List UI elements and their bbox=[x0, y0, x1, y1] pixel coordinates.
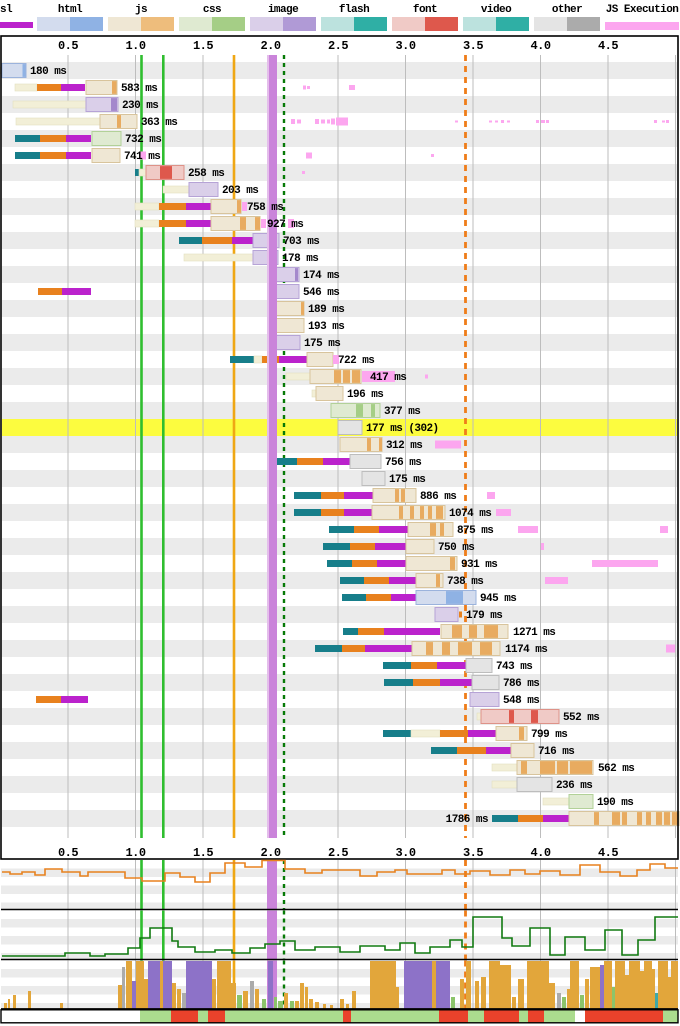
svg-text:875 ms: 875 ms bbox=[457, 525, 493, 537]
svg-text:3.5: 3.5 bbox=[463, 39, 483, 53]
svg-text:4.5: 4.5 bbox=[598, 39, 618, 53]
svg-text:1.5: 1.5 bbox=[193, 846, 213, 860]
svg-text:945 ms: 945 ms bbox=[480, 593, 516, 605]
svg-text:html: html bbox=[58, 4, 83, 16]
svg-text:4.0: 4.0 bbox=[531, 846, 551, 860]
svg-text:750 ms: 750 ms bbox=[438, 542, 474, 554]
svg-text:1.0: 1.0 bbox=[126, 39, 146, 53]
svg-text:363 ms: 363 ms bbox=[141, 117, 177, 129]
svg-text:1.0: 1.0 bbox=[126, 846, 146, 860]
svg-text:786 ms: 786 ms bbox=[503, 678, 539, 690]
svg-text:1786 ms: 1786 ms bbox=[446, 814, 488, 826]
svg-text:738 ms: 738 ms bbox=[447, 576, 483, 588]
svg-text:931 ms: 931 ms bbox=[461, 559, 497, 571]
svg-text:font: font bbox=[413, 4, 437, 16]
svg-text:2.5: 2.5 bbox=[328, 39, 348, 53]
svg-text:2.5: 2.5 bbox=[328, 846, 348, 860]
svg-text:image: image bbox=[268, 4, 299, 16]
svg-text:703 ms: 703 ms bbox=[283, 236, 319, 248]
svg-text:175 ms: 175 ms bbox=[389, 474, 425, 486]
svg-text:1271 ms: 1271 ms bbox=[513, 627, 555, 639]
svg-text:174 ms: 174 ms bbox=[303, 270, 339, 282]
svg-text:other: other bbox=[552, 4, 582, 16]
svg-text:722 ms: 722 ms bbox=[338, 355, 374, 367]
svg-text:377 ms: 377 ms bbox=[384, 406, 420, 418]
svg-text:417 ms: 417 ms bbox=[370, 372, 406, 384]
svg-text:177 ms (302): 177 ms (302) bbox=[366, 423, 439, 435]
svg-text:0.5: 0.5 bbox=[58, 846, 78, 860]
svg-text:js: js bbox=[135, 4, 147, 16]
svg-text:175 ms: 175 ms bbox=[304, 338, 340, 350]
svg-text:190 ms: 190 ms bbox=[597, 797, 633, 809]
svg-text:178 ms: 178 ms bbox=[282, 253, 318, 265]
svg-text:583 ms: 583 ms bbox=[121, 83, 157, 95]
svg-text:203 ms: 203 ms bbox=[222, 185, 258, 197]
svg-text:236 ms: 236 ms bbox=[556, 780, 592, 792]
svg-text:179 ms: 179 ms bbox=[466, 610, 502, 622]
svg-text:3.0: 3.0 bbox=[396, 846, 416, 860]
svg-text:230 ms: 230 ms bbox=[122, 100, 158, 112]
svg-text:732 ms: 732 ms bbox=[125, 134, 161, 146]
svg-text:927 ms: 927 ms bbox=[267, 219, 303, 231]
svg-text:sl: sl bbox=[0, 4, 13, 16]
svg-text:799 ms: 799 ms bbox=[531, 729, 567, 741]
svg-text:css: css bbox=[203, 4, 221, 16]
svg-text:552 ms: 552 ms bbox=[563, 712, 599, 724]
svg-text:180 ms: 180 ms bbox=[30, 66, 66, 78]
svg-text:196 ms: 196 ms bbox=[347, 389, 383, 401]
svg-text:886 ms: 886 ms bbox=[420, 491, 456, 503]
svg-text:flash: flash bbox=[339, 4, 369, 16]
svg-text:0.5: 0.5 bbox=[58, 39, 78, 53]
svg-text:743 ms: 743 ms bbox=[496, 661, 532, 673]
svg-text:756 ms: 756 ms bbox=[385, 457, 421, 469]
svg-text:1074 ms: 1074 ms bbox=[449, 508, 491, 520]
svg-text:546 ms: 546 ms bbox=[303, 287, 339, 299]
svg-text:1174 ms: 1174 ms bbox=[505, 644, 547, 656]
svg-text:189 ms: 189 ms bbox=[308, 304, 344, 316]
svg-text:3.5: 3.5 bbox=[463, 846, 483, 860]
svg-text:758 ms: 758 ms bbox=[247, 202, 283, 214]
svg-text:741 ms: 741 ms bbox=[124, 151, 160, 163]
svg-text:2.0: 2.0 bbox=[261, 39, 281, 53]
svg-text:562 ms: 562 ms bbox=[598, 763, 634, 775]
svg-text:312 ms: 312 ms bbox=[386, 440, 422, 452]
svg-text:548 ms: 548 ms bbox=[503, 695, 539, 707]
svg-text:JS Execution: JS Execution bbox=[606, 4, 679, 16]
svg-text:716 ms: 716 ms bbox=[538, 746, 574, 758]
svg-text:video: video bbox=[481, 4, 512, 16]
svg-text:2.0: 2.0 bbox=[261, 846, 281, 860]
svg-text:3.0: 3.0 bbox=[396, 39, 416, 53]
svg-text:193 ms: 193 ms bbox=[308, 321, 344, 333]
svg-text:258 ms: 258 ms bbox=[188, 168, 224, 180]
svg-text:4.5: 4.5 bbox=[598, 846, 618, 860]
svg-text:4.0: 4.0 bbox=[531, 39, 551, 53]
svg-text:1.5: 1.5 bbox=[193, 39, 213, 53]
